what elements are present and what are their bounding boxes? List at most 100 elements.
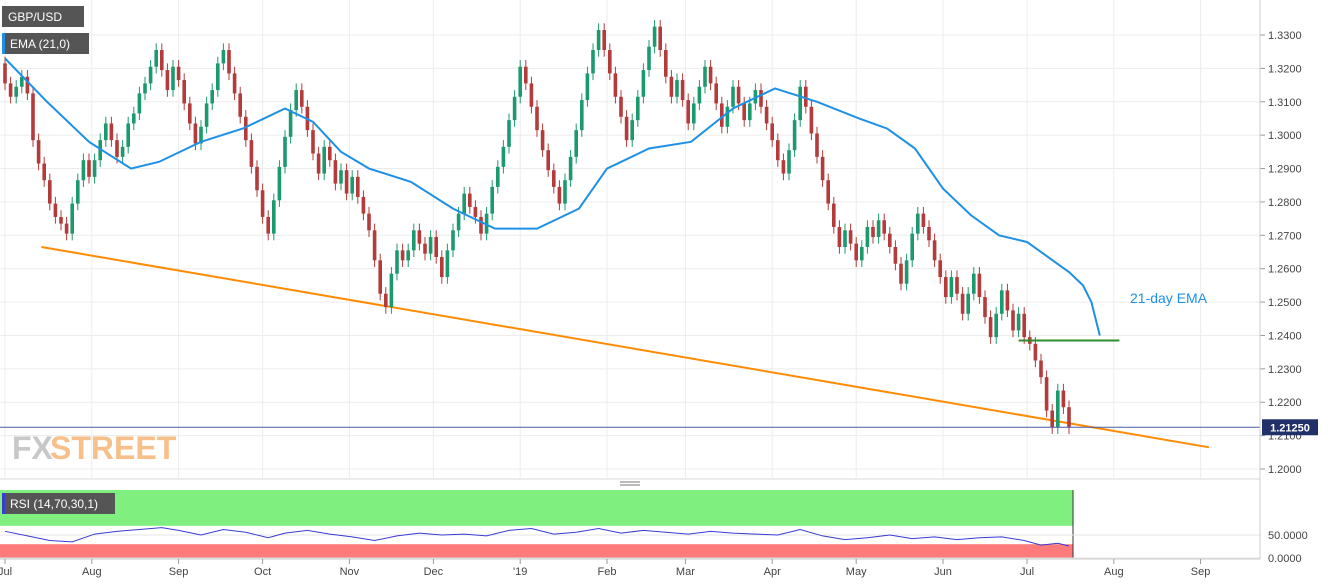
y-tick-label: 1.3300 — [1268, 30, 1302, 42]
watermark-fx: FX — [12, 430, 54, 466]
candle-body — [473, 206, 478, 217]
candle-body — [658, 26, 662, 51]
candle-body — [748, 103, 752, 121]
candle-body — [1056, 390, 1060, 428]
candle-body — [92, 160, 97, 177]
x-tick-label: '19 — [513, 566, 527, 578]
x-tick-label: Sep — [1191, 566, 1211, 578]
candle-body — [479, 216, 483, 234]
candle-body — [552, 170, 556, 187]
y-tick-label: 1.2400 — [1268, 330, 1302, 342]
candle-body — [540, 130, 545, 151]
candle-body — [1016, 313, 1021, 331]
candle-body — [244, 116, 248, 141]
candle-body — [921, 213, 926, 227]
candle-body — [389, 273, 394, 308]
candle-body — [445, 250, 450, 278]
candle-body — [143, 83, 147, 94]
candle-body — [518, 66, 522, 97]
candle-body — [524, 66, 528, 84]
candle-body — [641, 70, 646, 97]
candle-body — [720, 103, 724, 127]
ema-annotation: 21-day EMA — [1130, 290, 1208, 306]
candle-body — [1011, 310, 1015, 331]
legend-ema[interactable]: EMA (21,0) — [10, 37, 70, 51]
candle-body — [160, 50, 164, 71]
candle-body — [848, 230, 853, 244]
x-tick-label: Oct — [254, 566, 271, 578]
candle-body — [277, 166, 282, 201]
watermark-street: STREET — [50, 430, 177, 466]
candle-body — [496, 166, 500, 187]
candle-body — [899, 263, 903, 284]
candle-body — [216, 63, 220, 91]
candle-body — [1044, 377, 1049, 411]
candle-body — [832, 203, 836, 227]
candle-body — [350, 176, 354, 194]
candle-body — [876, 220, 881, 237]
candle-body — [70, 203, 74, 234]
legend-symbol[interactable]: GBP/USD — [8, 10, 62, 24]
candle-body — [316, 153, 321, 174]
x-tick-label: Jun — [934, 566, 952, 578]
resize-handle[interactable] — [620, 481, 640, 486]
candle-body — [714, 83, 718, 104]
candle-body — [916, 213, 920, 234]
legend-ema-swatch — [2, 33, 5, 54]
candle-body — [764, 106, 769, 124]
candle-body — [1022, 313, 1026, 338]
candle-body — [1067, 407, 1071, 428]
candle-body — [434, 236, 438, 258]
y-tick-label: 1.2500 — [1268, 297, 1302, 309]
candle-body — [731, 86, 735, 107]
candle-body — [333, 160, 338, 184]
candle-body — [272, 200, 276, 234]
candle-body — [255, 166, 259, 191]
rsi-tick-label: 0.0000 — [1268, 553, 1302, 565]
candle-body — [76, 180, 80, 204]
candle-body — [87, 160, 91, 177]
candle-body — [378, 260, 382, 294]
x-tick-label: Aug — [82, 566, 102, 578]
candle-body — [512, 96, 517, 121]
candle-body — [736, 86, 741, 104]
candle-body — [81, 160, 86, 181]
candle-body — [428, 236, 433, 254]
candle-body — [98, 140, 102, 161]
legend-rsi[interactable]: RSI (14,70,30,1) — [10, 497, 98, 511]
candle-body — [148, 66, 153, 84]
candle-body — [669, 76, 674, 97]
candle-body — [960, 293, 965, 314]
legend-rsi-swatch — [2, 493, 5, 514]
candle-body — [888, 233, 892, 247]
candle-body — [64, 223, 69, 234]
candle-body — [529, 83, 534, 107]
candle-body — [1061, 390, 1066, 408]
candle-body — [574, 130, 578, 157]
candle-body — [14, 86, 18, 97]
y-tick-label: 1.2200 — [1268, 397, 1302, 409]
candle-body — [468, 193, 472, 207]
candle-body — [596, 29, 601, 51]
candle-body — [288, 110, 293, 137]
candle-body — [759, 90, 763, 107]
candle-body — [630, 120, 634, 141]
y-tick-label: 1.2900 — [1268, 164, 1302, 176]
candle-body — [647, 46, 651, 71]
candle-body — [792, 120, 797, 151]
candle-body — [725, 106, 730, 127]
candle-body — [932, 240, 937, 261]
candle-body — [1050, 410, 1054, 428]
candle-body — [955, 277, 959, 294]
candle-body — [804, 86, 808, 107]
candle-body — [1000, 290, 1004, 314]
candle-body — [860, 246, 864, 261]
candle-body — [927, 226, 931, 241]
candle-body — [557, 186, 562, 204]
y-tick-label: 1.3000 — [1268, 130, 1302, 142]
candle-body — [697, 86, 702, 104]
candle-body — [311, 130, 315, 154]
candle-body — [563, 180, 567, 204]
candle-body — [977, 273, 982, 298]
